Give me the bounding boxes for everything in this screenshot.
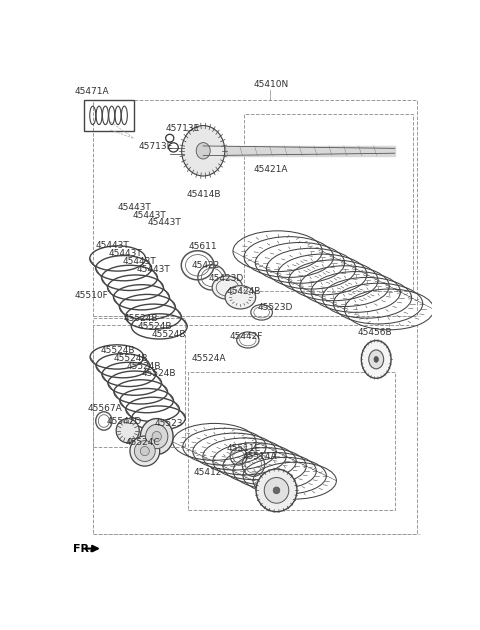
Text: 45410N: 45410N [253,80,288,89]
Bar [94,326,417,534]
Text: 45524B: 45524B [127,362,161,370]
Text: 45713E: 45713E [138,142,172,151]
Text: 45442F: 45442F [229,333,263,341]
Text: 45471A: 45471A [75,88,109,96]
Ellipse shape [264,478,289,503]
Ellipse shape [196,142,210,159]
Ellipse shape [140,447,149,455]
Text: 45523D: 45523D [257,303,292,312]
Text: 45423D: 45423D [209,274,244,284]
Ellipse shape [116,418,139,443]
Bar [188,372,395,510]
Text: 45567A: 45567A [88,404,123,413]
Text: 45412: 45412 [194,468,222,478]
Bar [84,100,134,132]
Text: 45443T: 45443T [132,210,166,220]
Ellipse shape [212,276,243,299]
Text: FR.: FR. [73,544,94,554]
Text: 45524B: 45524B [141,369,176,378]
Text: 45542D: 45542D [107,417,142,427]
Ellipse shape [273,487,280,494]
Text: 45524A: 45524A [192,354,227,363]
Text: 45510F: 45510F [75,290,108,300]
Text: 45524B: 45524B [114,354,148,363]
Ellipse shape [374,357,378,362]
Text: 45424B: 45424B [227,287,261,296]
Text: 45524B: 45524B [100,346,135,355]
Text: 45443T: 45443T [96,241,129,250]
Text: 45524B: 45524B [137,322,172,331]
Text: 45456B: 45456B [358,328,392,336]
Ellipse shape [369,350,384,369]
Text: 45713E: 45713E [166,124,200,133]
Text: 45611: 45611 [188,242,217,251]
Text: 45443T: 45443T [122,257,156,266]
Ellipse shape [225,285,256,309]
Text: 45443T: 45443T [118,203,151,212]
Bar [94,318,185,447]
Ellipse shape [145,425,168,449]
Bar [244,115,413,292]
Text: 45443T: 45443T [147,218,181,227]
Ellipse shape [134,440,155,462]
Text: 45414B: 45414B [186,190,221,199]
Text: 45523: 45523 [155,420,183,428]
Ellipse shape [130,436,160,466]
Text: 45524C: 45524C [125,438,160,447]
Text: 45524B: 45524B [123,314,158,323]
Text: 45443T: 45443T [108,249,142,258]
Text: 45421A: 45421A [253,164,288,174]
Text: 45524B: 45524B [151,329,186,338]
Ellipse shape [152,432,161,442]
Text: 45422: 45422 [192,261,220,270]
Ellipse shape [361,340,391,378]
Text: 45443T: 45443T [136,265,170,274]
Text: 45511E: 45511E [227,444,261,453]
Ellipse shape [181,125,225,176]
Bar [94,100,417,316]
Text: 45514A: 45514A [242,452,277,461]
Ellipse shape [140,418,173,454]
Ellipse shape [256,469,297,512]
